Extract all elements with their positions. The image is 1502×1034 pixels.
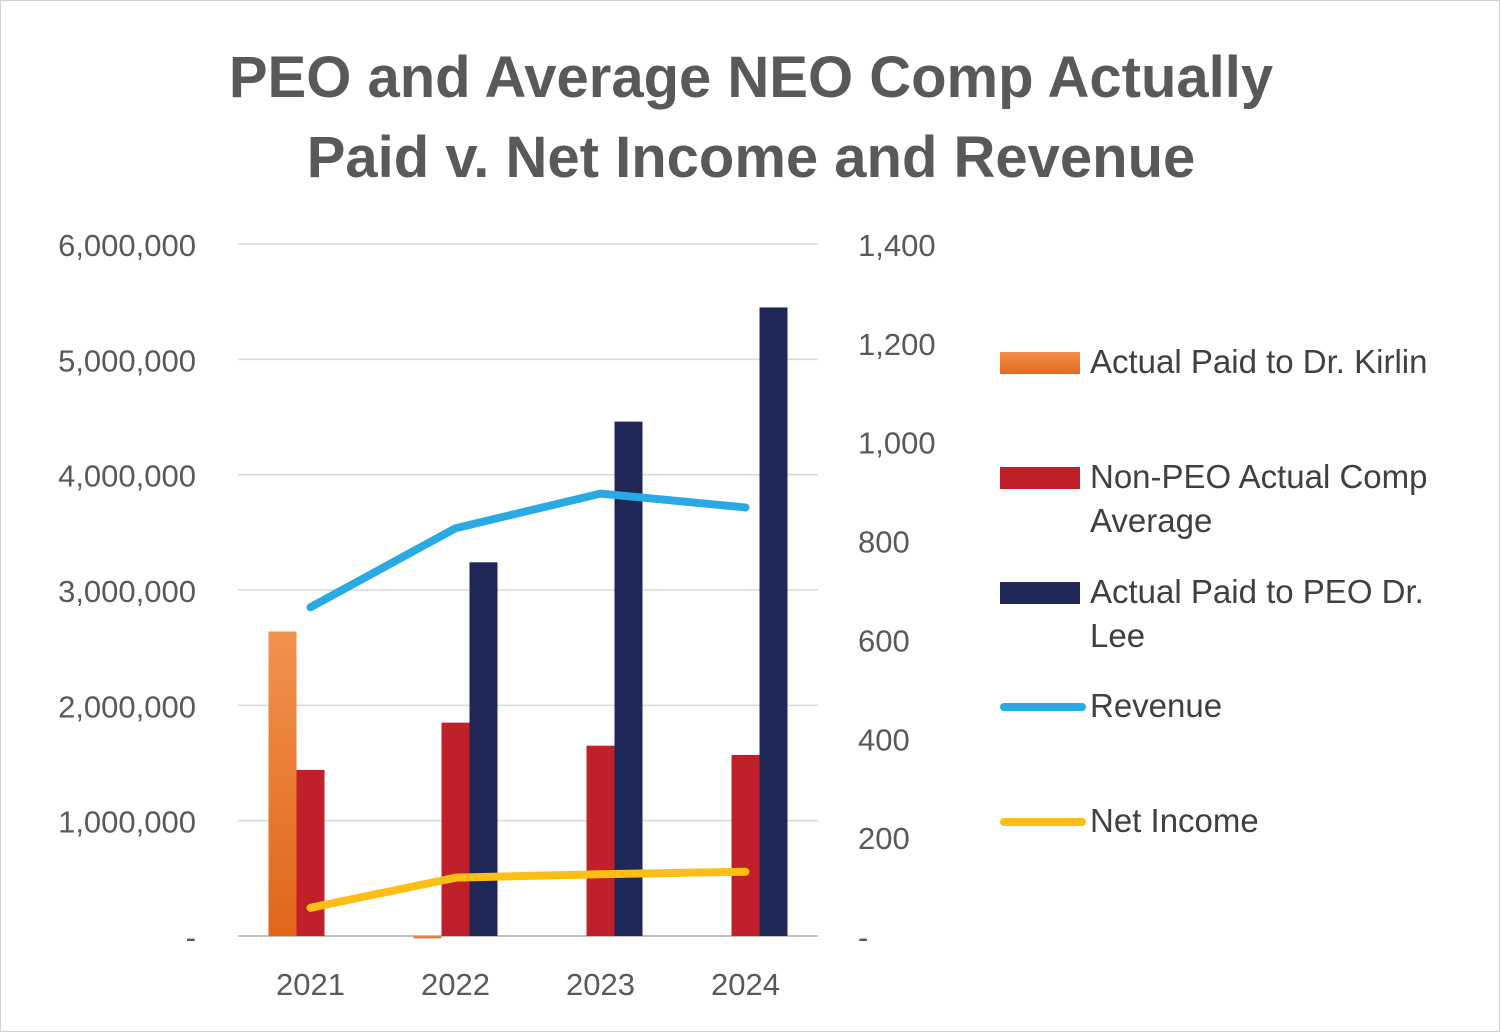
chart-title-line-1: PEO and Average NEO Comp Actually bbox=[228, 45, 1274, 110]
legend-swatch-lee bbox=[1000, 582, 1080, 604]
right-tick-label: 200 bbox=[858, 821, 910, 856]
chart-title: PEO and Average NEO Comp Actually Paid v… bbox=[0, 38, 1502, 198]
line-net-income bbox=[306, 867, 750, 912]
right-tick-label: 600 bbox=[858, 623, 910, 658]
left-tick-label: 1,000,000 bbox=[58, 805, 196, 840]
right-tick-label: 1,000 bbox=[858, 426, 936, 461]
bar-non-peo-actual-comp-average bbox=[731, 754, 760, 936]
legend-swatch-non-peo bbox=[1000, 467, 1080, 489]
legend-label-non-peo: Non-PEO Actual Comp Average bbox=[1090, 458, 1428, 539]
right-tick-label: 1,400 bbox=[858, 228, 936, 263]
bar-actual-paid-to-dr-kirlin bbox=[413, 936, 442, 939]
left-tick-label: 4,000,000 bbox=[58, 459, 196, 494]
legend-label-lee: Actual Paid to PEO Dr. Lee bbox=[1090, 573, 1424, 654]
bar-non-peo-actual-comp-average bbox=[441, 722, 470, 936]
x-tick-label: 2024 bbox=[711, 967, 780, 1002]
bar-non-peo-actual-comp-average bbox=[586, 745, 615, 936]
x-tick-label: 2023 bbox=[566, 967, 635, 1002]
right-tick-label: 400 bbox=[858, 722, 910, 757]
left-tick-label: - bbox=[186, 920, 196, 955]
left-tick-label: 5,000,000 bbox=[58, 343, 196, 378]
left-tick-label: 2,000,000 bbox=[58, 689, 196, 724]
legend-line-net-income bbox=[1000, 818, 1086, 826]
legend-label-net-income: Net Income bbox=[1090, 802, 1259, 839]
line-revenue bbox=[306, 489, 750, 612]
legend-line-revenue bbox=[1000, 703, 1086, 711]
legend-label-kirlin: Actual Paid to Dr. Kirlin bbox=[1090, 343, 1428, 380]
left-tick-label: 3,000,000 bbox=[58, 574, 196, 609]
bar-actual-paid-to-peo-dr-lee bbox=[759, 307, 788, 936]
bar-actual-paid-to-dr-kirlin bbox=[268, 631, 297, 936]
right-tick-label: 1,200 bbox=[858, 327, 936, 362]
legend-swatch-kirlin bbox=[1000, 352, 1080, 374]
x-tick-label: 2021 bbox=[276, 967, 345, 1002]
left-tick-label: 6,000,000 bbox=[58, 228, 196, 263]
right-tick-label: - bbox=[858, 920, 868, 955]
right-tick-label: 800 bbox=[858, 525, 910, 560]
chart-title-line-2: Paid v. Net Income and Revenue bbox=[306, 125, 1196, 190]
legend-label-revenue: Revenue bbox=[1090, 687, 1223, 724]
bar-actual-paid-to-peo-dr-lee bbox=[614, 421, 643, 936]
x-tick-label: 2022 bbox=[421, 967, 490, 1002]
